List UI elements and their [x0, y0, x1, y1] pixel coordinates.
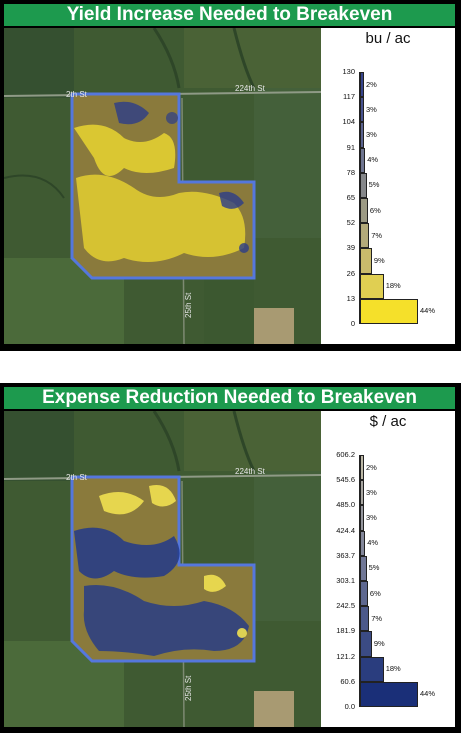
- bin-percent-label: 5%: [368, 563, 380, 573]
- axis-tick-label: 242.5: [336, 601, 355, 611]
- axis-tick-label: 52: [346, 218, 355, 228]
- expense-panel: Expense Reduction Needed to Breakeven 22…: [0, 383, 461, 733]
- histogram-bar: [360, 555, 367, 581]
- histogram-bar: [360, 273, 384, 299]
- bin-percent-label: 7%: [371, 613, 383, 623]
- axis-tick-label: 104: [342, 117, 355, 127]
- axis-tick-label: 13: [346, 293, 355, 303]
- bin-percent-label: 9%: [373, 639, 385, 648]
- bin-percent-label: 3%: [366, 487, 377, 497]
- axis-tick-label: 121.2: [336, 651, 355, 661]
- histogram-bar: [360, 72, 364, 98]
- axis-tick-label: 424.4: [336, 525, 355, 535]
- histogram-legend: $ / ac 606.2 545.6 485.0 424.4 363.7 303.1 242…: [321, 411, 455, 727]
- axis-tick-label: 0.0: [344, 702, 355, 711]
- histogram-bar: [360, 581, 368, 607]
- axis-tick-label: 117: [343, 92, 355, 102]
- road-label-top: 2th St: [66, 473, 87, 482]
- bin-percent-label: 44%: [420, 306, 436, 316]
- bin-percent-label: 3%: [366, 104, 377, 114]
- field-map[interactable]: 224th St 2th St 25th St: [4, 28, 321, 344]
- histogram-bar: [360, 198, 368, 224]
- histogram-bar: [360, 480, 364, 506]
- axis-tick-label: 606.2: [336, 450, 355, 459]
- axis-tick-label: 26: [346, 268, 355, 278]
- histogram-bar: [360, 631, 372, 657]
- bin-percent-label: 7%: [371, 230, 383, 240]
- panel-title: Expense Reduction Needed to Breakeven: [4, 387, 455, 409]
- road-label-224th: 224th St: [235, 467, 265, 476]
- axis-tick-label: 65: [346, 193, 355, 202]
- histogram-bar: [360, 681, 418, 707]
- histogram-axis: [359, 72, 360, 324]
- axis-tick-label: 39: [346, 243, 355, 253]
- road-label-top: 2th St: [66, 90, 87, 99]
- bin-percent-label: 4%: [367, 538, 379, 548]
- histogram-legend: bu / ac 130 117 104 91 78 65 52 39 26 13 0 44% 18% 9%…: [321, 28, 455, 344]
- road-label-224th: 224th St: [235, 84, 265, 93]
- panel-title: Yield Increase Needed to Breakeven: [4, 4, 455, 26]
- histogram-bar: [360, 147, 366, 173]
- histogram-bar: [360, 97, 364, 123]
- satellite-map: [4, 411, 321, 727]
- field-map[interactable]: 224th St 2th St 25th St: [4, 411, 321, 727]
- axis-tick-label: 91: [346, 142, 355, 152]
- histogram-bar: [360, 455, 364, 481]
- satellite-map: [4, 28, 321, 344]
- histogram-bar: [360, 606, 370, 632]
- axis-tick-label: 485.0: [336, 500, 355, 510]
- bin-percent-label: 4%: [367, 155, 379, 165]
- bin-percent-label: 3%: [366, 130, 377, 139]
- axis-tick-label: 545.6: [336, 475, 355, 485]
- axis-tick-label: 60.6: [340, 676, 355, 686]
- bin-percent-label: 5%: [368, 180, 380, 190]
- axis-tick-label: 130: [342, 67, 355, 76]
- bin-percent-label: 44%: [420, 689, 436, 699]
- yield-panel: Yield Increase Needed to Breakeven 224th…: [0, 0, 461, 351]
- bin-percent-label: 18%: [385, 281, 401, 291]
- histogram-axis: [359, 455, 360, 707]
- bin-percent-label: 2%: [366, 79, 377, 89]
- axis-tick-label: 303.1: [336, 576, 355, 585]
- axis-tick-label: 181.9: [336, 626, 355, 636]
- bin-percent-label: 6%: [369, 588, 381, 598]
- bin-percent-label: 3%: [366, 513, 377, 522]
- histogram-bar: [360, 223, 370, 249]
- bin-percent-label: 18%: [385, 664, 401, 674]
- axis-tick-label: 0: [350, 319, 355, 328]
- bin-percent-label: 2%: [366, 462, 377, 472]
- histogram-bar: [360, 505, 364, 531]
- histogram-bar: [360, 122, 364, 148]
- axis-tick-label: 363.7: [336, 550, 355, 560]
- histogram-bar: [360, 248, 372, 274]
- histogram-bar: [360, 530, 366, 556]
- axis-tick-label: 78: [346, 167, 355, 177]
- legend-unit: bu / ac: [365, 30, 411, 47]
- road-label-bottom: 25th St: [184, 292, 193, 318]
- road-label-bottom: 25th St: [184, 675, 193, 701]
- bin-percent-label: 9%: [373, 256, 385, 265]
- bin-percent-label: 6%: [369, 205, 381, 215]
- legend-unit: $ / ac: [369, 413, 407, 430]
- histogram-bar: [360, 172, 367, 198]
- histogram-bar: [360, 298, 418, 324]
- histogram-bar: [360, 656, 384, 682]
